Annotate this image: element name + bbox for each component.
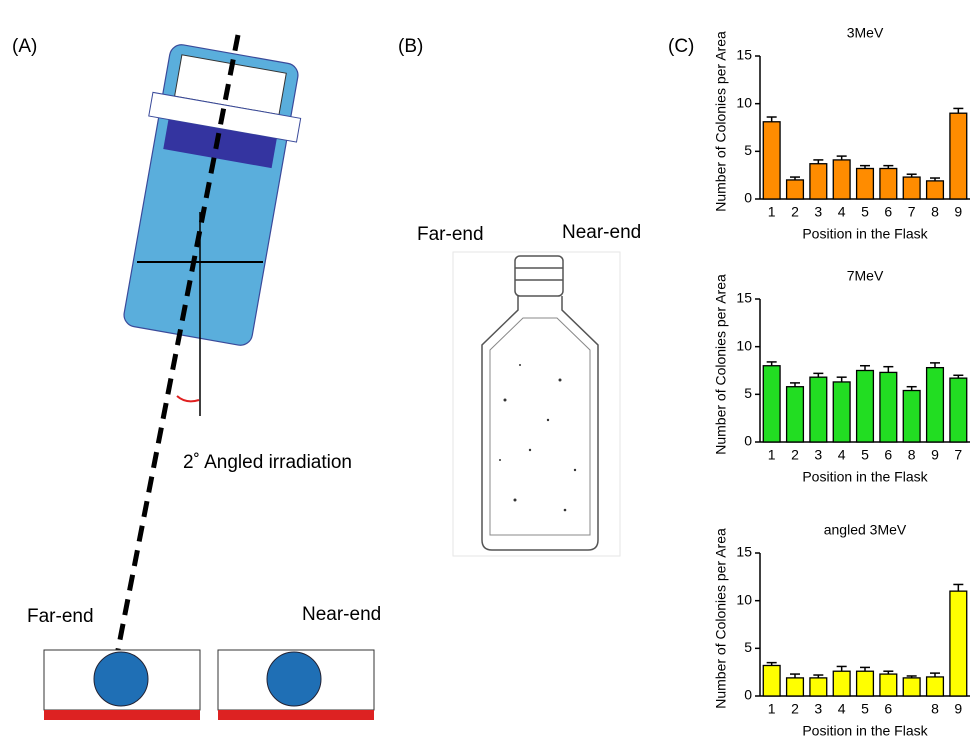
angle-arc [176,395,200,403]
x-tick-label: 6 [884,701,892,717]
bar [925,366,945,443]
y-tick-label: 5 [744,385,752,401]
x-axis-label: Position in the Flask [802,226,928,242]
bar [949,590,968,697]
x-tick-label: 8 [908,447,916,463]
bar [902,389,921,443]
x-tick-label: 3 [814,447,822,463]
x-tick-label: 4 [838,447,846,463]
colony-spot [266,651,322,707]
photo-frame [452,251,621,557]
bar [809,163,828,200]
bar [879,167,898,200]
x-tick-label: 6 [884,204,892,220]
x-tick-label: 5 [861,204,869,220]
y-tick-label: 0 [744,190,752,206]
panel-label: (A) [12,36,37,57]
y-axis-label: Number of Colonies per Area [713,528,729,709]
bar [832,159,851,200]
y-tick-label: 0 [744,687,752,703]
bar [762,664,781,697]
x-tick-label: 2 [791,701,799,717]
x-tick-label: 7 [954,447,962,463]
y-axis-label: Number of Colonies per Area [713,274,729,455]
x-tick-label: 9 [954,701,962,717]
chart-title: angled 3MeV [824,522,907,538]
chart-title: 7MeV [847,268,884,284]
x-tick-label: 9 [954,204,962,220]
bar [949,112,968,200]
chart-title: 3MeV [847,25,884,41]
y-tick-label: 10 [736,337,752,353]
x-tick-label: 7 [908,204,916,220]
x-tick-label: 1 [768,701,776,717]
far-end-label: Far-end [417,224,484,245]
bar [785,386,805,443]
bar [879,673,898,697]
x-tick-label: 3 [814,204,822,220]
y-tick-label: 15 [736,47,752,63]
x-tick-label: 1 [768,447,776,463]
colony-spot [93,651,149,707]
far-end-label: Far-end [27,606,94,627]
x-tick-label: 6 [884,447,892,463]
bar [785,179,805,200]
y-tick-label: 10 [736,94,752,110]
y-tick-label: 5 [744,639,752,655]
bar [925,180,945,200]
dish-base [44,710,200,720]
bar [762,365,781,443]
bar [832,381,851,443]
flask-photo [481,255,599,551]
bar [902,176,921,200]
x-tick-label: 2 [791,204,799,220]
y-axis-label: Number of Colonies per Area [713,31,729,212]
beam-arrow [113,34,241,661]
bar [855,167,875,200]
x-axis-label: Position in the Flask [802,723,928,739]
y-tick-label: 15 [736,290,752,306]
y-tick-label: 5 [744,142,752,158]
x-tick-label: 1 [768,204,776,220]
colony-dots [499,364,577,512]
flask-diagram [123,44,302,346]
x-tick-label: 3 [814,701,822,717]
bar [855,369,875,443]
bar [925,676,945,697]
bar [809,677,828,697]
x-tick-label: 8 [931,701,939,717]
x-tick-label: 9 [931,447,939,463]
bar [785,677,805,697]
bar [762,121,781,200]
near-end-label: Near-end [302,604,381,625]
panel-label: (B) [398,36,423,57]
x-tick-label: 4 [838,204,846,220]
near-end-label: Near-end [562,222,641,243]
bar [902,677,921,697]
bar [832,670,851,697]
x-tick-label: 8 [931,204,939,220]
bar [949,377,968,443]
x-tick-label: 5 [861,701,869,717]
bar [855,670,875,697]
bar [879,371,898,443]
panel-label: (C) [668,36,694,57]
x-tick-label: 5 [861,447,869,463]
annotation: 2˚ Angled irradiation [183,452,352,473]
x-tick-label: 4 [838,701,846,717]
x-tick-label: 2 [791,447,799,463]
bar [809,376,828,443]
y-tick-label: 10 [736,591,752,607]
x-axis-label: Position in the Flask [802,469,928,485]
dish-base [218,710,374,720]
y-tick-label: 0 [744,433,752,449]
y-tick-label: 15 [736,544,752,560]
